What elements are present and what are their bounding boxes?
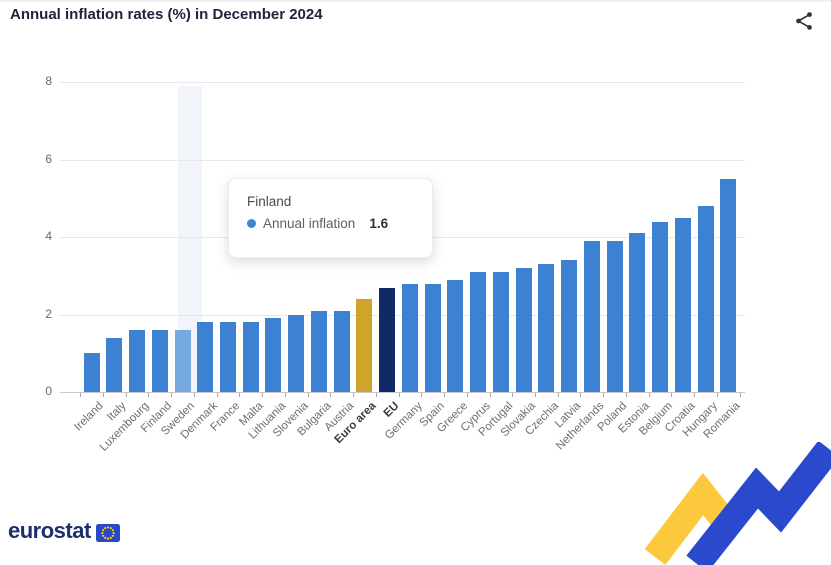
x-axis-tick	[466, 393, 468, 397]
bar-france[interactable]	[220, 322, 236, 392]
x-axis-tick	[694, 393, 696, 397]
eurostat-logo: eurostat	[8, 518, 120, 544]
x-axis-tick	[557, 393, 559, 397]
y-axis-tick-label: 2	[45, 306, 52, 321]
bar-latvia[interactable]	[561, 260, 578, 392]
x-axis-tick	[625, 393, 627, 397]
x-axis-tick	[307, 393, 309, 397]
bar-estonia[interactable]	[629, 233, 646, 392]
y-gridline	[60, 159, 745, 161]
x-axis-label-ireland: Ireland	[72, 400, 107, 434]
x-axis-tick	[284, 393, 286, 397]
bar-malta[interactable]	[242, 322, 259, 392]
page-title: Annual inflation rates (%) in December 2…	[10, 6, 323, 23]
bar-lithuania[interactable]	[265, 318, 282, 392]
x-axis-tick	[125, 393, 127, 397]
chart-tooltip: Finland Annual inflation 1.6	[228, 178, 433, 258]
eu-flag-icon	[95, 523, 120, 542]
x-axis-tick	[648, 393, 650, 397]
x-axis-tick	[193, 393, 195, 397]
x-axis-tick	[330, 393, 332, 397]
x-axis-tick	[262, 393, 264, 397]
bar-euro-area[interactable]	[356, 299, 373, 392]
bar-luxembourg[interactable]	[129, 330, 146, 392]
bar-netherlands[interactable]	[583, 241, 600, 392]
bar-greece[interactable]	[447, 279, 464, 392]
x-axis-tick	[535, 393, 536, 397]
x-axis-tick	[171, 393, 173, 397]
bar-austria[interactable]	[333, 310, 350, 392]
x-axis-tick	[216, 393, 218, 397]
bar-denmark[interactable]	[197, 322, 214, 392]
bar-bulgaria[interactable]	[310, 310, 327, 392]
y-axis-tick-label: 4	[45, 229, 52, 244]
bar-hungary[interactable]	[697, 206, 714, 392]
bar-slovakia[interactable]	[515, 268, 532, 392]
bar-slovenia[interactable]	[288, 314, 305, 392]
y-axis-tick-label: 8	[45, 74, 52, 89]
x-axis-tick	[603, 393, 605, 397]
bar-sweden[interactable]	[174, 330, 191, 392]
x-axis-tick	[421, 393, 423, 397]
x-axis-tick	[580, 393, 582, 397]
bar-croatia[interactable]	[674, 217, 691, 392]
bar-spain[interactable]	[424, 283, 441, 392]
x-axis-tick	[489, 393, 491, 397]
x-axis-tick	[375, 393, 377, 397]
bar-romania[interactable]	[720, 179, 737, 392]
x-axis-line	[60, 392, 745, 393]
bar-eu[interactable]	[379, 287, 396, 392]
x-axis-tick	[80, 393, 82, 397]
eurostat-brand-graphic	[645, 442, 831, 565]
x-axis-tick	[512, 393, 514, 397]
bar-belgium[interactable]	[652, 221, 669, 392]
y-axis-tick-label: 6	[45, 151, 52, 166]
x-axis-tick	[716, 393, 718, 397]
tooltip-series-label: Annual inflation	[263, 216, 356, 231]
x-axis-tick	[239, 393, 241, 397]
bar-cyprus[interactable]	[470, 272, 487, 392]
x-axis-tick	[671, 393, 673, 397]
share-icon	[796, 12, 812, 30]
bar-portugal[interactable]	[492, 272, 509, 392]
x-axis-tick	[353, 393, 355, 397]
bar-italy[interactable]	[106, 337, 123, 392]
bar-ireland[interactable]	[83, 353, 100, 392]
x-axis-tick	[444, 393, 446, 397]
tooltip-country: Finland	[247, 194, 292, 209]
x-axis-tick	[398, 393, 400, 397]
share-button[interactable]	[791, 8, 817, 34]
bar-poland[interactable]	[606, 241, 623, 392]
bar-finland[interactable]	[151, 330, 168, 392]
bar-czechia[interactable]	[538, 264, 555, 392]
y-gridline	[60, 82, 745, 84]
tooltip-value: 1.6	[369, 216, 389, 231]
bar-germany[interactable]	[401, 283, 418, 392]
y-axis-tick-label: 0	[45, 384, 52, 398]
series-marker-dot-icon	[247, 219, 256, 228]
x-axis-tick	[739, 393, 741, 397]
x-axis-tick	[148, 393, 150, 397]
x-axis-tick	[102, 393, 104, 397]
eurostat-logo-text: eurostat	[8, 518, 91, 543]
